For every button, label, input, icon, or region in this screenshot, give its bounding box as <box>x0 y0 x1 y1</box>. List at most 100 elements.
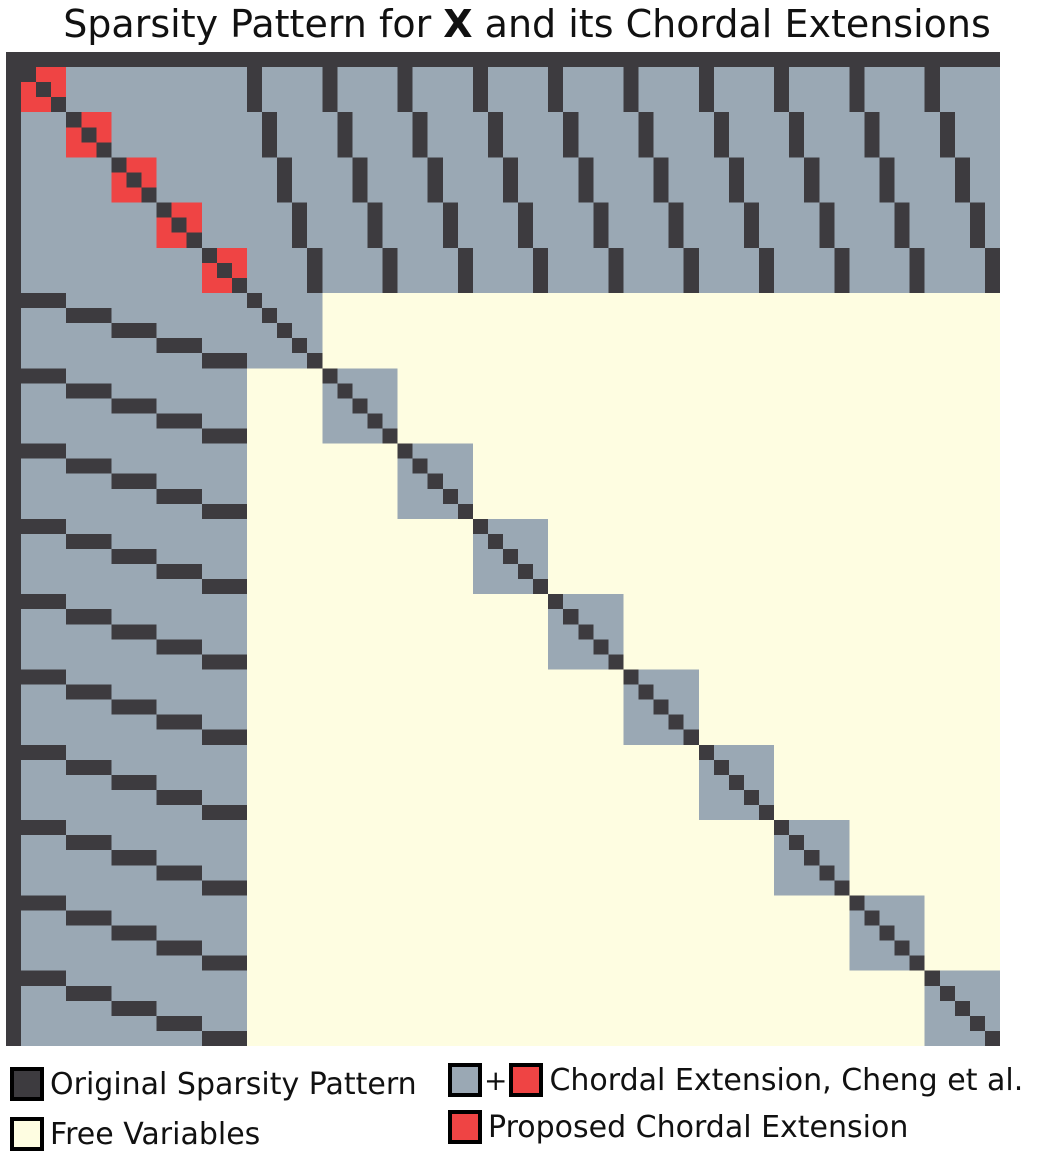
original-pattern-diagonal-entry <box>337 383 353 399</box>
legend-cheng-proposed-swatch <box>509 1063 544 1097</box>
legend-free-swatch <box>10 1117 44 1151</box>
legend-free: Free Variables <box>10 1113 260 1155</box>
original-pattern-coupling-entry <box>954 157 970 203</box>
legend-cheng-chordal-swatch <box>448 1063 482 1097</box>
original-pattern-coupling-entry <box>593 202 609 248</box>
original-pattern-diagonal-entry <box>216 262 232 278</box>
original-pattern-coupling-entry <box>201 729 247 745</box>
original-pattern-diagonal-entry <box>21 67 37 83</box>
original-pattern-diagonal-entry <box>427 473 443 489</box>
original-pattern-diagonal-entry <box>472 518 488 534</box>
original-pattern-diagonal-entry <box>608 654 624 670</box>
title-bold-symbol: X <box>443 2 473 46</box>
original-pattern-coupling-entry <box>563 112 579 158</box>
original-pattern-diagonal-entry <box>442 488 458 504</box>
original-pattern-diagonal-entry <box>984 1030 1000 1046</box>
original-pattern-coupling-entry <box>668 202 684 248</box>
original-pattern-coupling-entry <box>21 895 67 911</box>
original-pattern-coupling-entry <box>156 338 202 354</box>
original-pattern-coupling-entry <box>201 805 247 821</box>
legend-plus-sign: + <box>484 1063 508 1097</box>
original-pattern-diagonal-entry <box>879 925 895 941</box>
legend-cheng-label: Chordal Extension, Cheng et al. <box>549 1062 1024 1098</box>
original-pattern-coupling-entry <box>111 850 157 866</box>
original-pattern-coupling-entry <box>397 67 413 113</box>
original-pattern-diagonal-entry <box>81 127 97 143</box>
original-pattern-coupling-entry <box>277 157 293 203</box>
original-pattern-diagonal-entry <box>578 624 594 640</box>
original-pattern-diagonal-entry <box>713 759 729 775</box>
original-pattern-coupling-entry <box>66 910 112 926</box>
original-pattern-diagonal-entry <box>593 639 609 655</box>
original-pattern-coupling-entry <box>879 157 895 203</box>
original-pattern-diagonal-entry <box>231 277 247 293</box>
original-pattern-diagonal-entry <box>653 699 669 715</box>
original-pattern-coupling-entry <box>713 112 729 158</box>
original-pattern-diagonal-entry <box>457 503 473 519</box>
original-pattern-diagonal-entry <box>864 910 880 926</box>
original-pattern-coupling-entry <box>201 955 247 971</box>
original-pattern-coupling-entry <box>66 684 112 700</box>
original-pattern-diagonal-entry <box>834 880 850 896</box>
original-pattern-coupling-entry <box>201 579 247 595</box>
original-pattern-diagonal-entry <box>397 443 413 459</box>
original-pattern-diagonal-entry <box>849 895 865 911</box>
original-pattern-coupling-entry <box>156 639 202 655</box>
original-pattern-coupling-entry <box>698 67 714 113</box>
original-pattern-coupling-entry <box>21 443 67 459</box>
original-pattern-coupling-entry <box>578 157 594 203</box>
original-pattern-coupling-entry <box>21 518 67 534</box>
original-pattern-coupling-entry <box>66 835 112 851</box>
original-pattern-coupling-entry <box>743 202 760 248</box>
original-pattern-coupling-entry <box>201 1030 247 1046</box>
original-pattern-diagonal-entry <box>66 112 82 128</box>
original-pattern-coupling-entry <box>246 67 263 113</box>
legend-original-label: Original Sparsity Pattern <box>50 1066 417 1102</box>
original-pattern-coupling-entry <box>503 157 519 203</box>
original-pattern-coupling-entry <box>156 714 202 730</box>
original-pattern-diagonal-entry <box>623 669 639 685</box>
original-pattern-coupling-entry <box>66 308 112 324</box>
original-pattern-row <box>6 52 1000 68</box>
legend-original-swatch <box>10 1067 44 1101</box>
original-pattern-diagonal-entry <box>186 232 202 248</box>
original-pattern-coupling-entry <box>21 292 67 309</box>
original-pattern-coupling-entry <box>653 157 669 203</box>
original-pattern-diagonal-entry <box>939 985 955 1001</box>
original-pattern-coupling-entry <box>728 157 744 203</box>
original-pattern-coupling-entry <box>66 609 112 625</box>
original-pattern-diagonal-entry <box>533 579 549 595</box>
original-pattern-coupling-entry <box>201 353 247 369</box>
original-pattern-coupling-entry <box>292 202 308 248</box>
original-pattern-coupling-entry <box>201 880 247 896</box>
original-pattern-diagonal-entry <box>819 865 835 881</box>
original-pattern-coupling-entry <box>156 865 202 881</box>
original-pattern-diagonal-entry <box>111 157 127 173</box>
original-pattern-coupling-entry <box>939 112 955 158</box>
original-pattern-diagonal-entry <box>51 97 67 113</box>
original-pattern-diagonal-entry <box>156 202 172 218</box>
original-pattern-diagonal-entry <box>352 398 368 414</box>
original-pattern-coupling-entry <box>111 624 157 640</box>
original-pattern-diagonal-entry <box>894 940 910 956</box>
legend-original: Original Sparsity Pattern <box>10 1063 417 1105</box>
original-pattern-coupling-entry <box>774 67 790 113</box>
original-pattern-coupling-entry <box>819 202 835 248</box>
original-pattern-diagonal-entry <box>292 338 308 354</box>
original-pattern-diagonal-entry <box>518 564 534 580</box>
original-pattern-diagonal-entry <box>743 789 760 806</box>
original-pattern-coupling-entry <box>66 985 112 1001</box>
original-pattern-coupling-entry <box>66 458 112 474</box>
title-prefix: Sparsity Pattern for <box>63 2 444 46</box>
original-pattern-coupling-entry <box>111 1000 157 1016</box>
title-suffix: and its Chordal Extensions <box>472 2 991 46</box>
legend-cheng: + Chordal Extension, Cheng et al. <box>448 1059 1023 1101</box>
original-pattern-coupling-entry <box>156 413 202 429</box>
original-pattern-diagonal-entry <box>759 805 775 821</box>
original-pattern-coupling-entry <box>66 759 112 775</box>
original-pattern-coupling-entry <box>21 368 67 384</box>
original-pattern-diagonal-entry <box>563 609 579 625</box>
original-pattern-diagonal-entry <box>382 428 398 444</box>
original-pattern-coupling-entry <box>427 157 443 203</box>
original-pattern-diagonal-entry <box>322 368 338 384</box>
